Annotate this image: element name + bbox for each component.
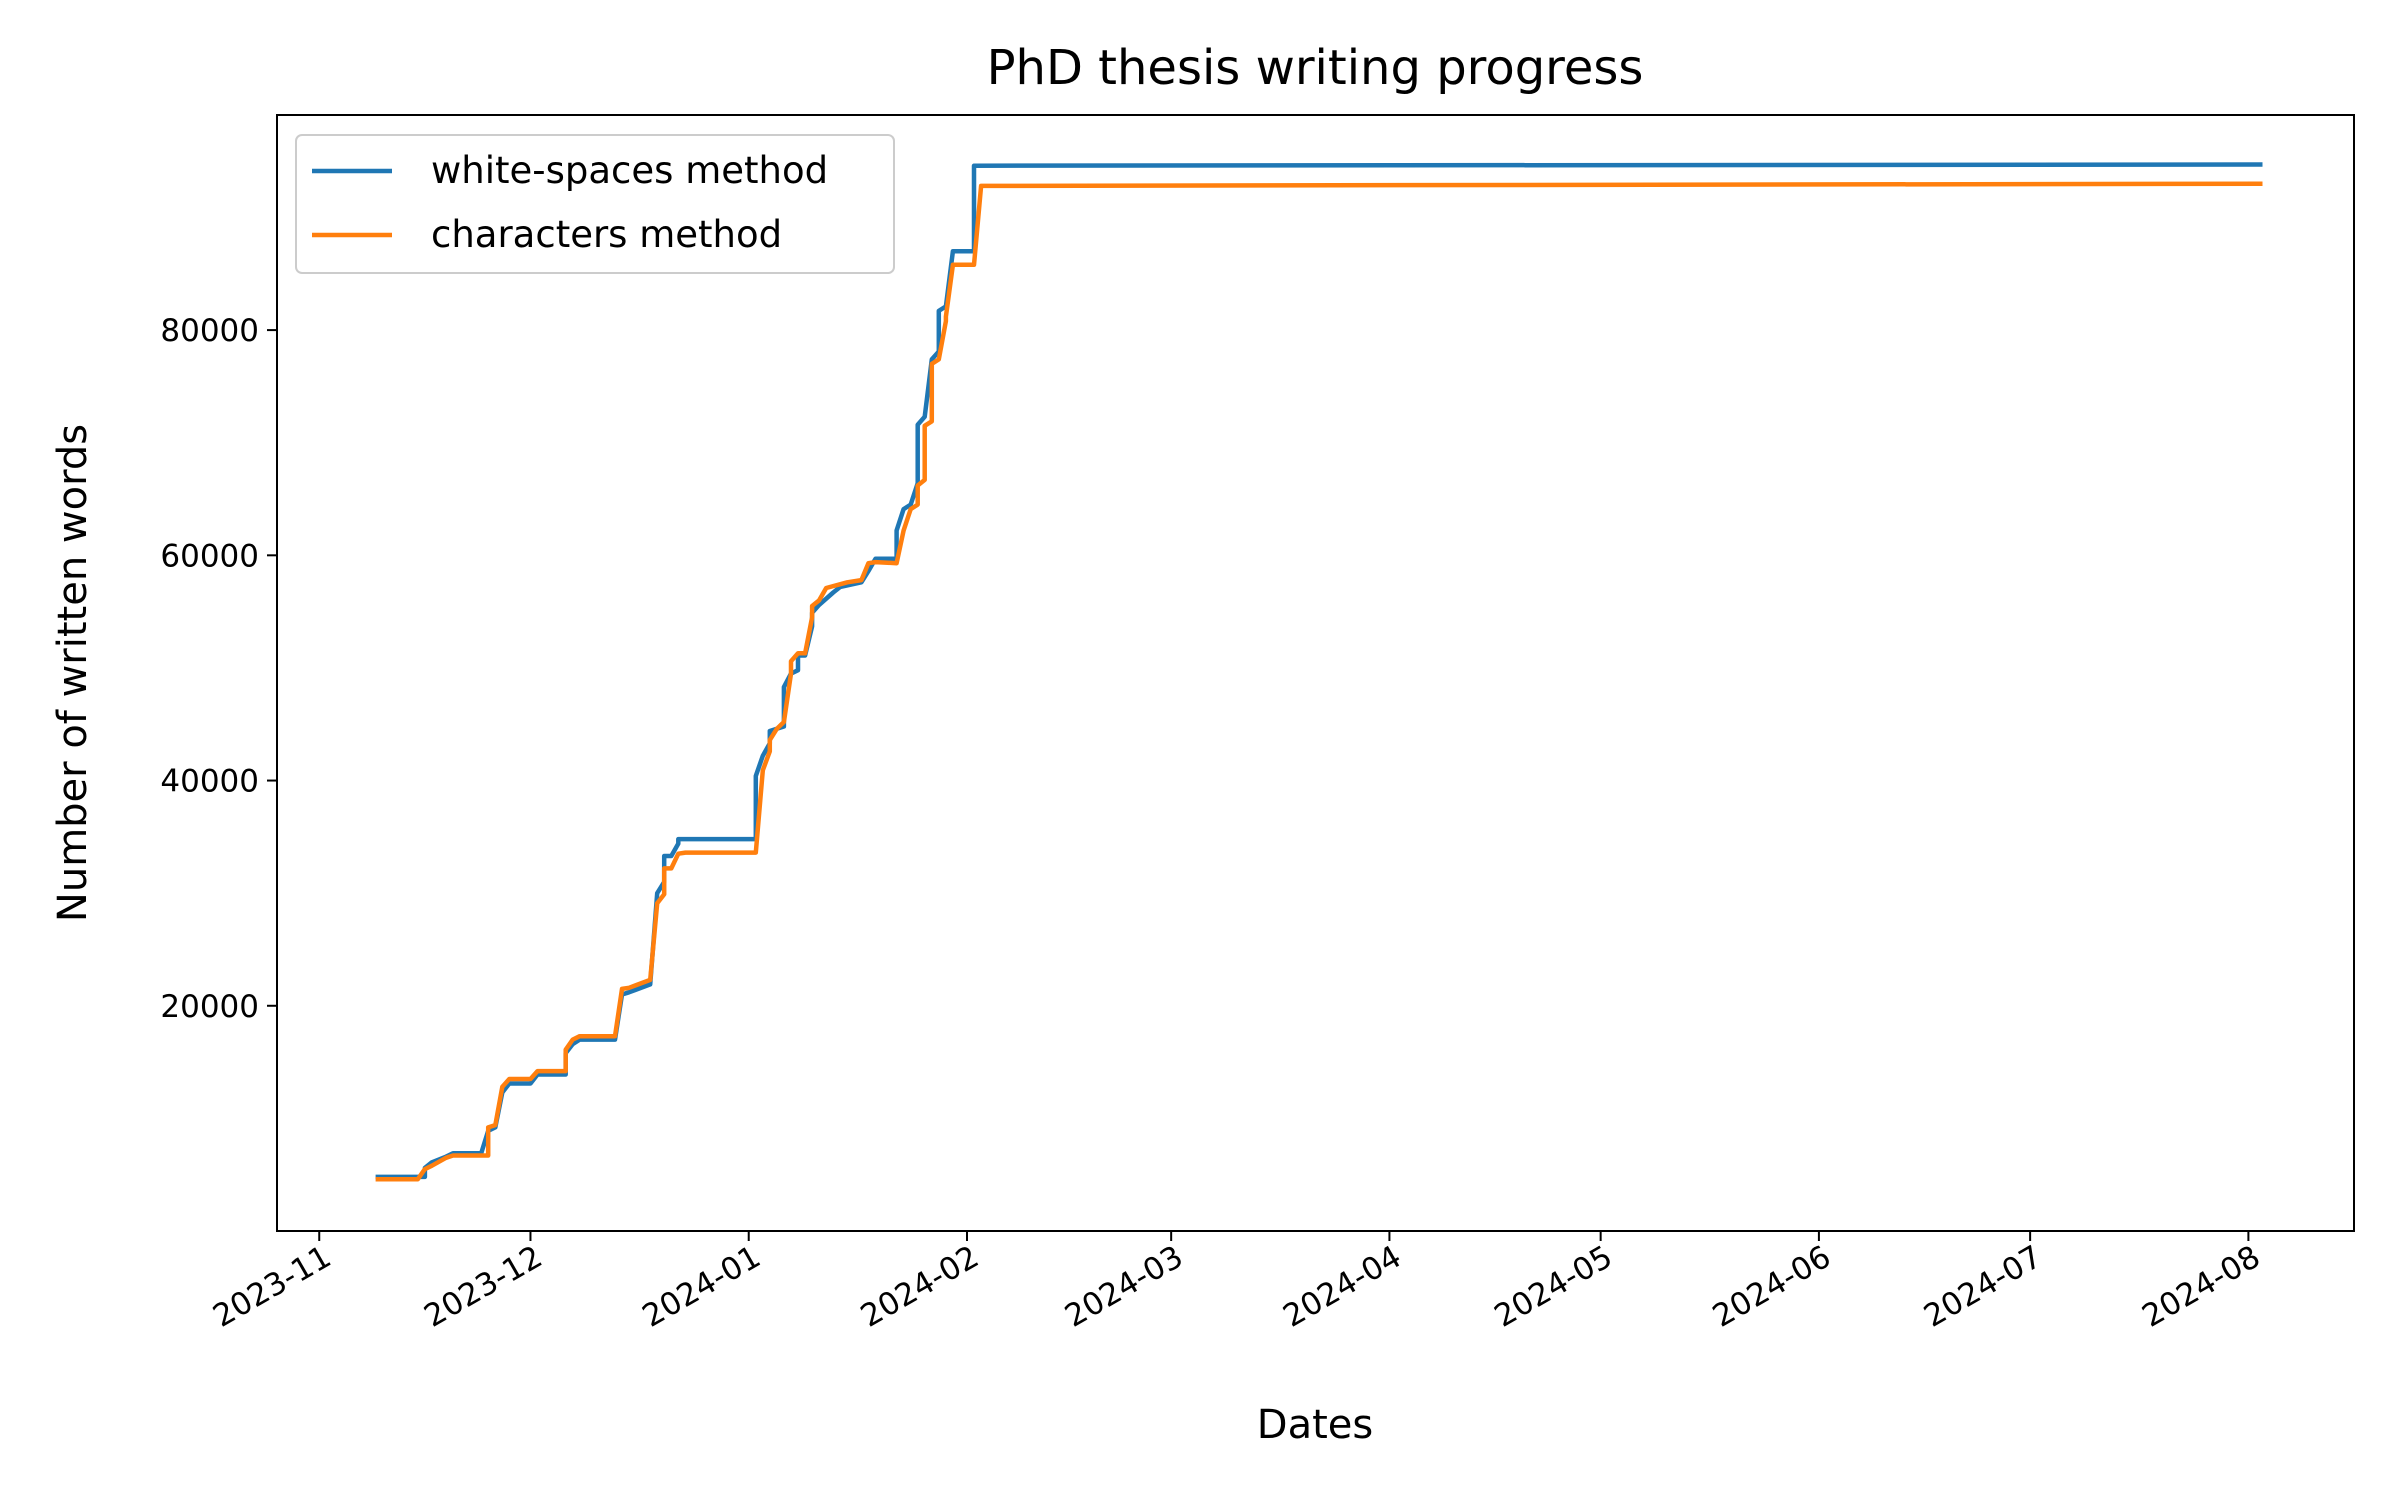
y-tick-label: 40000 xyxy=(160,764,259,800)
chart-title: PhD thesis writing progress xyxy=(987,40,1644,96)
y-tick-label: 20000 xyxy=(160,989,259,1025)
line xyxy=(375,181,2263,1182)
y-tick-label: 60000 xyxy=(160,538,259,574)
y-axis-label: Number of written words xyxy=(50,424,96,922)
y-tick-label: 80000 xyxy=(160,313,259,349)
legend-label: white-spaces method xyxy=(431,149,828,192)
x-axis-label: Dates xyxy=(1257,1402,1373,1448)
plot-frame xyxy=(276,114,2355,1232)
legend: white-spaces method characters method xyxy=(295,134,895,274)
legend-label: characters method xyxy=(431,213,782,256)
legend-box xyxy=(295,134,895,274)
